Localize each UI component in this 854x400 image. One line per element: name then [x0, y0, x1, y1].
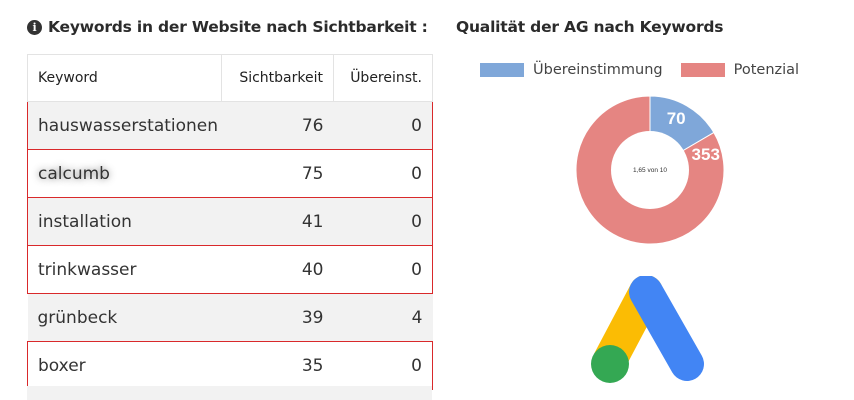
- ads-logo-green-dot: [591, 345, 629, 383]
- keywords-section-title: i Keywords in der Website nach Sichtbark…: [27, 18, 428, 36]
- table-row[interactable]: grünbeck 39 4: [27, 293, 433, 342]
- keyword-cell: calcumb: [27, 149, 222, 198]
- sichtbarkeit-cell: 76: [221, 101, 334, 150]
- table-row[interactable]: trinkwasser 40 0: [27, 245, 433, 294]
- donut-chart: 1,65 von 10 70 353: [576, 96, 724, 244]
- legend-item-potenzial[interactable]: Potenzial: [680, 62, 800, 78]
- keyword-cell: boxer: [27, 341, 222, 390]
- info-circle-icon[interactable]: i: [27, 19, 42, 35]
- chart-legend: Übereinstimmung Potenzial: [480, 62, 817, 78]
- keyword-cell: trinkwasser: [27, 245, 222, 294]
- legend-swatch-potenzial: [680, 63, 725, 77]
- sichtbarkeit-cell: 40: [221, 245, 334, 294]
- table-row[interactable]: installation 41 0: [27, 197, 433, 246]
- uebereinst-cell: 4: [333, 293, 433, 342]
- legend-label-potenzial: Potenzial: [733, 62, 800, 78]
- table-header-row: Keyword Sichtbarkeit Übereinst.: [27, 54, 433, 102]
- keyword-cell: hauswasserstationen: [27, 101, 222, 150]
- uebereinst-cell: 0: [333, 101, 433, 150]
- sichtbarkeit-cell: 41: [221, 197, 334, 246]
- donut-value-label-0: 70: [667, 109, 686, 128]
- sichtbarkeit-cell: 39: [221, 293, 334, 342]
- column-header-uebereinst[interactable]: Übereinst.: [333, 54, 433, 102]
- sichtbarkeit-cell: 35: [221, 341, 334, 390]
- keyword-cell: grünbeck: [27, 293, 222, 342]
- column-header-sichtbarkeit[interactable]: Sichtbarkeit: [221, 54, 334, 102]
- donut-center-text: 1,65 von 10: [633, 167, 667, 174]
- column-header-keyword[interactable]: Keyword: [27, 54, 222, 102]
- legend-swatch-uebereinstimmung: [480, 63, 524, 77]
- donut-value-label-1: 353: [692, 145, 720, 164]
- keywords-table: Keyword Sichtbarkeit Übereinst. hauswass…: [27, 54, 433, 390]
- quality-section-title: Qualität der AG nach Keywords: [456, 18, 724, 36]
- uebereinst-cell: 0: [333, 245, 433, 294]
- ads-logo-blue-bar: [629, 276, 704, 381]
- legend-label-uebereinstimmung: Übereinstimmung: [533, 62, 663, 78]
- keywords-title-text: Keywords in der Website nach Sichtbarkei…: [48, 18, 428, 36]
- uebereinst-cell: 0: [333, 149, 433, 198]
- table-row[interactable]: boxer 35 0: [27, 341, 433, 390]
- legend-item-uebereinstimmung[interactable]: Übereinstimmung: [480, 62, 663, 78]
- table-row[interactable]: calcumb 75 0: [27, 149, 433, 198]
- donut-hole: [611, 131, 689, 209]
- sichtbarkeit-cell: 75: [221, 149, 334, 198]
- table-row-partial: [27, 386, 432, 400]
- table-row[interactable]: hauswasserstationen 76 0: [27, 101, 433, 150]
- uebereinst-cell: 0: [333, 341, 433, 390]
- google-ads-logo: [591, 276, 704, 383]
- keyword-cell: installation: [27, 197, 222, 246]
- uebereinst-cell: 0: [333, 197, 433, 246]
